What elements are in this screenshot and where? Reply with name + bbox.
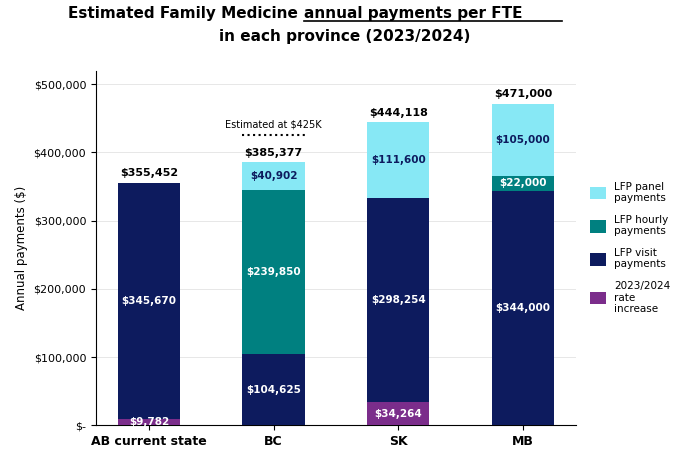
- Legend: LFP panel
payments, LFP hourly
payments, LFP visit
payments, 2023/2024
rate
incr: LFP panel payments, LFP hourly payments,…: [586, 178, 674, 318]
- Text: $345,670: $345,670: [121, 296, 177, 306]
- Bar: [118, 419, 180, 425]
- Text: $40,902: $40,902: [250, 171, 297, 181]
- Text: $104,625: $104,625: [246, 385, 301, 394]
- Bar: [118, 183, 180, 419]
- Text: $444,118: $444,118: [368, 107, 428, 118]
- Bar: [242, 163, 305, 190]
- Bar: [242, 354, 305, 425]
- Text: $298,254: $298,254: [371, 295, 426, 305]
- Y-axis label: Annual payments ($): Annual payments ($): [15, 186, 28, 310]
- Bar: [492, 175, 554, 191]
- Text: $22,000: $22,000: [499, 178, 546, 188]
- Text: $239,850: $239,850: [246, 267, 301, 277]
- Text: $471,000: $471,000: [494, 89, 552, 99]
- Text: in each province (2023/2024): in each province (2023/2024): [219, 29, 471, 44]
- Text: Estimated Family Medicine: Estimated Family Medicine: [68, 6, 304, 21]
- Text: $34,264: $34,264: [375, 408, 422, 419]
- Text: $9,782: $9,782: [129, 417, 169, 427]
- Text: annual payments per FTE: annual payments per FTE: [304, 6, 522, 21]
- Bar: [492, 104, 554, 175]
- Text: $355,452: $355,452: [120, 168, 178, 178]
- Text: Estimated at $425K: Estimated at $425K: [225, 120, 322, 130]
- Text: $385,377: $385,377: [244, 148, 303, 157]
- Text: $111,600: $111,600: [371, 156, 426, 165]
- Bar: [367, 199, 429, 402]
- Text: $105,000: $105,000: [495, 135, 551, 145]
- Bar: [367, 402, 429, 425]
- Text: $344,000: $344,000: [495, 303, 551, 313]
- Bar: [492, 191, 554, 425]
- Bar: [367, 122, 429, 199]
- Bar: [242, 190, 305, 354]
